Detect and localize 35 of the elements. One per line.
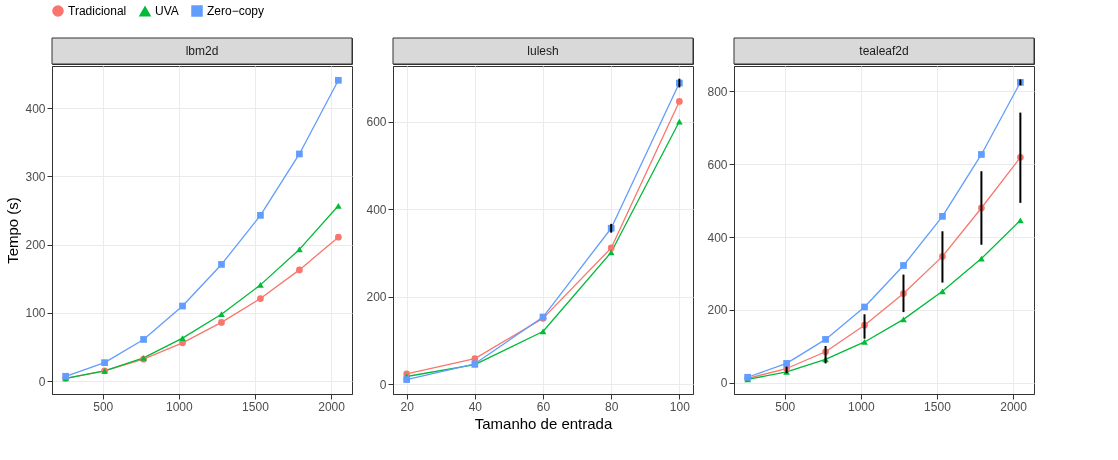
y-tick-label: 400: [366, 202, 387, 217]
x-tick-label: 100: [669, 399, 691, 414]
y-tick-label: 600: [366, 115, 387, 130]
y-axis-title: Tempo (s): [4, 197, 22, 264]
x-tick-label: 2000: [1000, 399, 1028, 414]
y-tick-label: 100: [25, 306, 46, 321]
x-tick-label: 60: [536, 399, 551, 414]
x-tick-label: 1500: [242, 399, 270, 414]
x-tick-label: 1000: [166, 399, 194, 414]
y-tick-label: 200: [707, 303, 728, 318]
legend-label: UVA: [155, 4, 179, 19]
x-tick-label: 1000: [848, 399, 876, 414]
chart-title: tealeaf2d: [859, 44, 909, 58]
x-tick-label: 2000: [318, 399, 346, 414]
x-tick-label: 40: [468, 399, 483, 414]
chart-title: lbm2d: [185, 44, 219, 58]
y-tick-label: 0: [379, 377, 387, 392]
y-tick-label: 400: [25, 101, 46, 116]
y-tick-label: 300: [25, 169, 46, 184]
x-tick-label: 80: [605, 399, 619, 414]
x-axis-title: Tamanho de entrada: [474, 414, 613, 432]
y-tick-label: 0: [38, 374, 46, 389]
y-tick-label: 400: [707, 230, 728, 245]
y-tick-label: 0: [720, 376, 728, 391]
y-tick-label: 200: [25, 238, 46, 253]
y-tick-label: 800: [707, 84, 728, 99]
x-tick-label: 20: [400, 399, 415, 414]
x-tick-label: 500: [93, 399, 114, 414]
chart-title: lulesh: [527, 44, 559, 58]
x-tick-label: 500: [775, 399, 796, 414]
y-tick-label: 600: [707, 157, 728, 172]
x-tick-label: 1500: [924, 399, 952, 414]
y-tick-label: 200: [366, 290, 387, 305]
legend-label: Zero−copy: [207, 4, 265, 18]
legend-label: Tradicional: [68, 4, 127, 18]
